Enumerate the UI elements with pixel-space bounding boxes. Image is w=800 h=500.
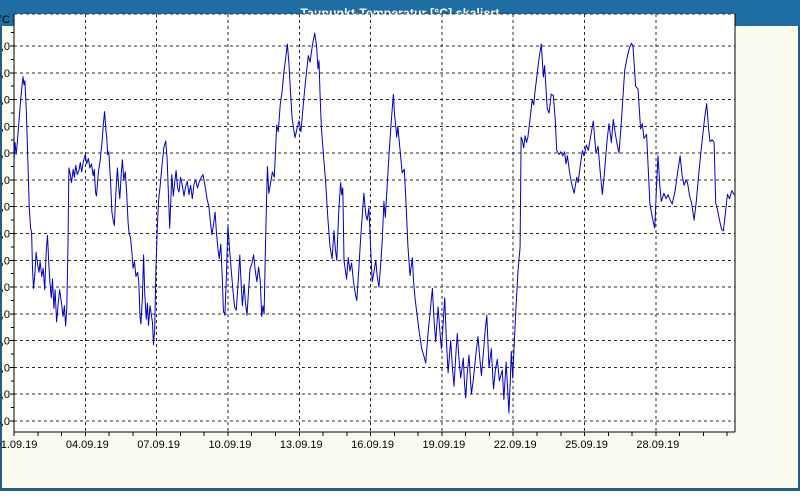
x-tick-label: 07.09.19 — [137, 439, 180, 451]
y-tick-label: 15,0 — [0, 95, 10, 107]
x-tick-label: 22.09.19 — [494, 439, 537, 451]
series-line-taupunkt — [13, 32, 735, 414]
y-tick-label: 11,0 — [0, 202, 10, 214]
x-tick-label: 28.09.19 — [636, 439, 679, 451]
y-tick-label: 12,0 — [0, 175, 10, 187]
y-tick-label: 14,0 — [0, 121, 10, 133]
x-tick-label: 04.09.19 — [66, 439, 109, 451]
y-tick-label: 16,0 — [0, 68, 10, 80]
plot-background — [14, 14, 735, 432]
y-tick-label: 5,0 — [0, 362, 10, 374]
x-tick-label: 10.09.19 — [209, 439, 252, 451]
y-tick-label: 13,0 — [0, 148, 10, 160]
x-tick-label: 19.09.19 — [422, 439, 465, 451]
y-tick-label: 6,0 — [0, 336, 10, 348]
x-tick-label: 25.09.19 — [565, 439, 608, 451]
x-tick-label: 01.09.19 — [0, 439, 37, 451]
y-tick-label: 8,0 — [0, 282, 10, 294]
x-tick-label: 13.09.19 — [280, 439, 323, 451]
y-tick-label: 7,0 — [0, 309, 10, 321]
y-tick-label: 10,0 — [0, 229, 10, 241]
y-tick-label: 17,0 — [0, 41, 10, 53]
y-axis-unit-label: °C — [0, 14, 10, 26]
x-tick-label: 16.09.19 — [351, 439, 394, 451]
y-tick-label: 4,0 — [0, 389, 10, 401]
dewpoint-chart[interactable]: 17,0 16,0 15,0 14,0 13,0 12,0 11,0 10,0 9,0 8,0 7,… — [0, 0, 800, 465]
y-tick-label: 3,0 — [0, 416, 10, 428]
y-tick-label: 9,0 — [0, 255, 10, 267]
plot-wrapper: 17,0 16,0 15,0 14,0 13,0 12,0 11,0 10,0 9,0 8,0 7,… — [0, 13, 800, 491]
